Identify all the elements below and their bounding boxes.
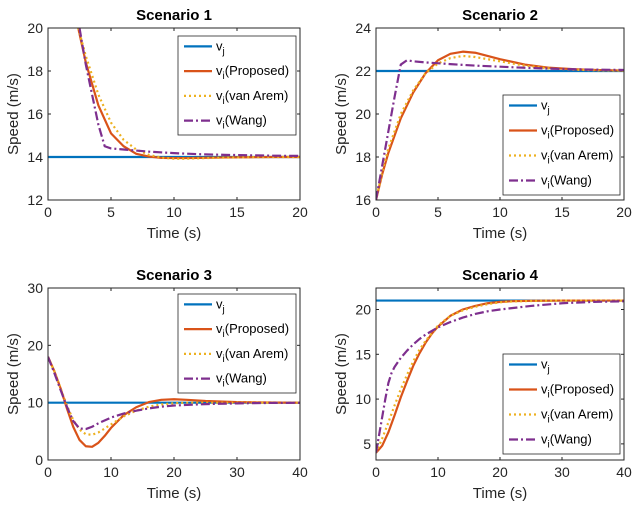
y-axis-label: Speed (m/s)	[333, 73, 350, 155]
series-group	[48, 356, 300, 448]
x-tick-label: 20	[292, 204, 308, 220]
x-tick-label: 20	[492, 464, 508, 480]
x-tick-label: 10	[103, 464, 119, 480]
x-tick-label: 20	[166, 464, 182, 480]
series-line-wang	[376, 300, 624, 454]
chart-panel-1: Scenario 1 0 5 10 15 20 12 14 16 18 20 Time (s) Spee…	[5, 7, 308, 242]
series-line-vanarem	[48, 356, 300, 436]
x-axis-label: Time (s)	[147, 225, 201, 242]
x-tick-label: 10	[430, 464, 446, 480]
y-tick-label: 20	[27, 20, 43, 36]
legend-label-proposed: vi(Proposed)	[541, 123, 614, 142]
x-tick-label: 0	[44, 204, 52, 220]
series-line-wang	[376, 59, 624, 200]
x-tick-label: 30	[554, 464, 570, 480]
x-axis-label: Time (s)	[473, 225, 527, 242]
x-tick-label: 15	[554, 204, 570, 220]
chart-title: Scenario 3	[136, 267, 212, 284]
y-tick-label: 14	[27, 149, 43, 165]
x-tick-label: 5	[434, 204, 442, 220]
legend-label-vanarem: vi(van Arem)	[216, 346, 288, 365]
y-tick-label: 15	[355, 346, 371, 362]
series-group	[376, 299, 624, 454]
chart-panel-3: Scenario 3 0 10 20 30 40 0 10 20 30 Time (s) Speed …	[5, 267, 308, 502]
x-tick-label: 0	[372, 204, 380, 220]
x-tick-label: 5	[107, 204, 115, 220]
axes-box	[47, 27, 301, 201]
y-axis-label: Speed (m/s)	[333, 333, 350, 415]
legend-label-proposed: vi(Proposed)	[541, 382, 614, 401]
y-tick-label: 20	[355, 302, 371, 318]
chart-panel-4: Scenario 4 0 10 20 30 40 5 10 15 20 Time (s) Speed …	[333, 267, 632, 502]
chart-title: Scenario 4	[462, 267, 539, 284]
series-line-wang	[48, 356, 300, 431]
x-tick-label: 40	[292, 464, 308, 480]
legend: vj vi(Proposed) vi(van Arem) vi(Wang)	[502, 94, 621, 196]
legend-label-proposed: vi(Proposed)	[216, 321, 289, 340]
y-tick-label: 20	[27, 337, 43, 353]
y-tick-label: 16	[27, 106, 43, 122]
legend-label-proposed: vi(Proposed)	[216, 63, 289, 82]
legend: vj vi(Proposed) vi(van Arem) vi(Wang)	[177, 35, 297, 136]
legend-label-wang: vi(Wang)	[541, 173, 592, 192]
x-tick-label: 15	[229, 204, 245, 220]
x-tick-label: 0	[372, 464, 380, 480]
y-axis-label: Speed (m/s)	[5, 73, 22, 155]
legend-label-vj: vj	[541, 98, 550, 117]
x-axis-label: Time (s)	[473, 485, 527, 502]
series-group	[48, 28, 300, 160]
legend-box	[502, 94, 621, 196]
y-tick-label: 22	[355, 63, 371, 79]
y-tick-label: 0	[35, 452, 43, 468]
y-tick-label: 16	[355, 192, 371, 208]
axes-box	[47, 287, 301, 461]
legend-label-vj: vj	[541, 357, 550, 376]
series-line-proposed	[77, 28, 300, 160]
legend-label-wang: vi(Wang)	[216, 371, 267, 390]
y-tick-label: 10	[355, 391, 371, 407]
chart-panel-2: Scenario 2 0 5 10 15 20 16 18 20 22 24 Time (s) Spee…	[333, 7, 632, 242]
x-tick-label: 40	[616, 464, 632, 480]
y-tick-label: 20	[355, 106, 371, 122]
x-tick-label: 10	[492, 204, 508, 220]
series-line-proposed	[48, 356, 300, 448]
x-tick-label: 30	[229, 464, 245, 480]
chart-title: Scenario 2	[462, 7, 538, 24]
legend-label-vj: vj	[216, 38, 225, 57]
y-tick-label: 5	[363, 436, 371, 452]
axes-box	[375, 287, 625, 461]
axes-box	[375, 27, 625, 201]
y-tick-label: 12	[27, 192, 43, 208]
y-tick-label: 24	[355, 20, 371, 36]
legend: vj vi(Proposed) vi(van Arem) vi(Wang)	[177, 293, 297, 394]
series-line-vanarem	[376, 299, 624, 454]
legend-box	[502, 353, 621, 455]
legend-label-vanarem: vi(van Arem)	[216, 88, 288, 107]
y-tick-label: 30	[27, 280, 43, 296]
y-axis-label: Speed (m/s)	[5, 333, 22, 415]
series-group	[376, 50, 624, 200]
y-tick-label: 18	[27, 63, 43, 79]
chart-title: Scenario 1	[136, 7, 212, 24]
x-tick-label: 0	[44, 464, 52, 480]
legend-label-vanarem: vi(van Arem)	[541, 407, 613, 426]
legend: vj vi(Proposed) vi(van Arem) vi(Wang)	[502, 353, 621, 455]
x-tick-label: 20	[616, 204, 632, 220]
series-line-wang	[78, 28, 300, 158]
legend-label-vanarem: vi(van Arem)	[541, 148, 613, 167]
legend-box	[177, 293, 297, 394]
legend-label-wang: vi(Wang)	[541, 432, 592, 451]
legend-label-vj: vj	[216, 296, 225, 315]
y-tick-label: 10	[27, 395, 43, 411]
legend-label-wang: vi(Wang)	[216, 113, 267, 132]
y-tick-label: 18	[355, 149, 371, 165]
x-axis-label: Time (s)	[147, 485, 201, 502]
legend-box	[177, 35, 297, 136]
x-tick-label: 10	[166, 204, 182, 220]
